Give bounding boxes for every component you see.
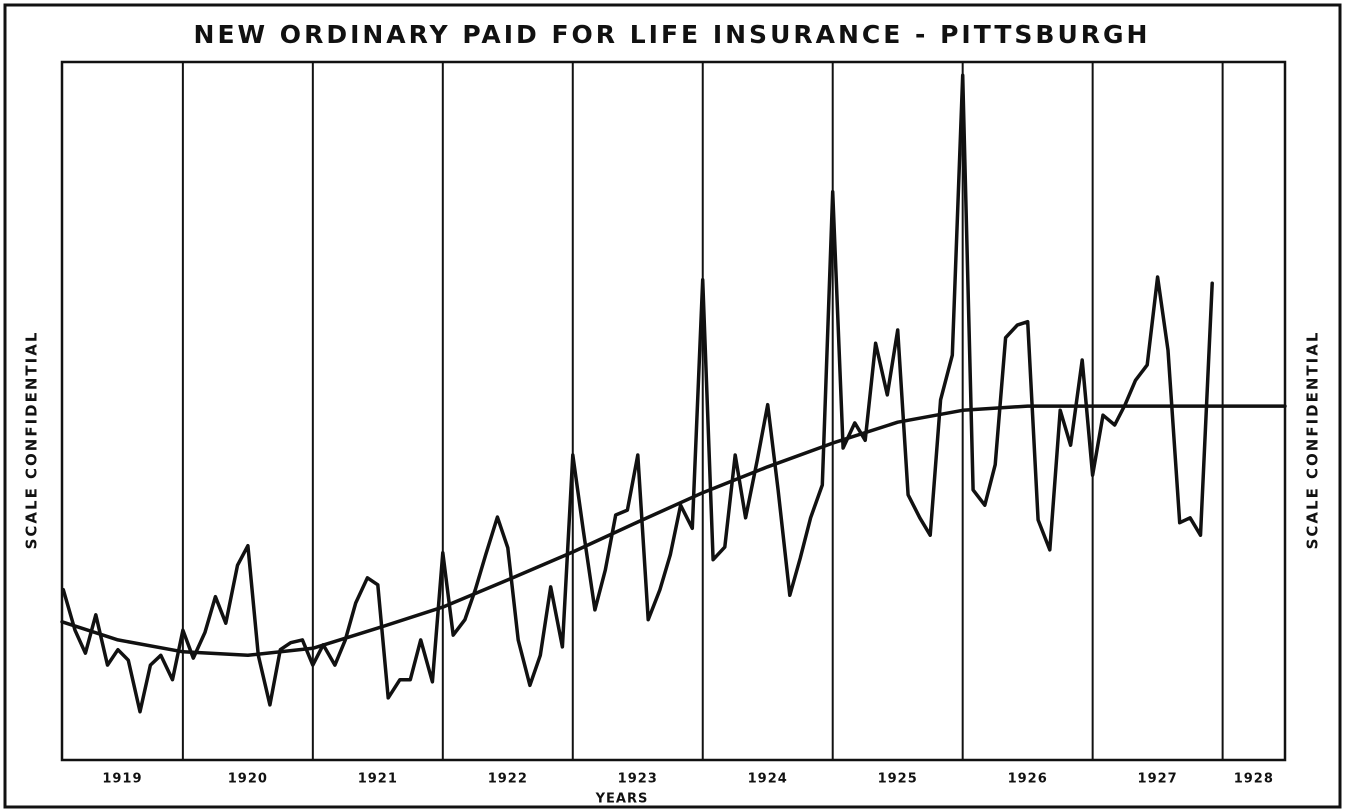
x-tick-label: 1926	[1008, 772, 1048, 787]
chart-title: NEW ORDINARY PAID FOR LIFE INSURANCE - P…	[194, 20, 1151, 49]
data-line	[61, 73, 1214, 714]
x-tick-label: 1919	[102, 772, 142, 787]
x-tick-label: 1927	[1138, 772, 1178, 787]
x-tick-label: 1925	[878, 772, 918, 787]
x-tick-label: 1921	[358, 772, 398, 787]
x-tick-label: 1923	[618, 772, 658, 787]
x-tick-label: 1928	[1234, 772, 1274, 787]
x-tick-label: 1924	[748, 772, 788, 787]
x-tick-label: 1922	[488, 772, 528, 787]
y2-axis-label: SCALE CONFIDENTIAL	[1304, 331, 1322, 550]
x-tick-label: 1920	[228, 772, 268, 787]
data-line	[60, 404, 1287, 658]
y-axis-label: SCALE CONFIDENTIAL	[23, 331, 41, 550]
outer-border	[3, 3, 1342, 809]
plot-frame	[60, 60, 1287, 762]
x-axis-label: YEARS	[595, 792, 649, 807]
